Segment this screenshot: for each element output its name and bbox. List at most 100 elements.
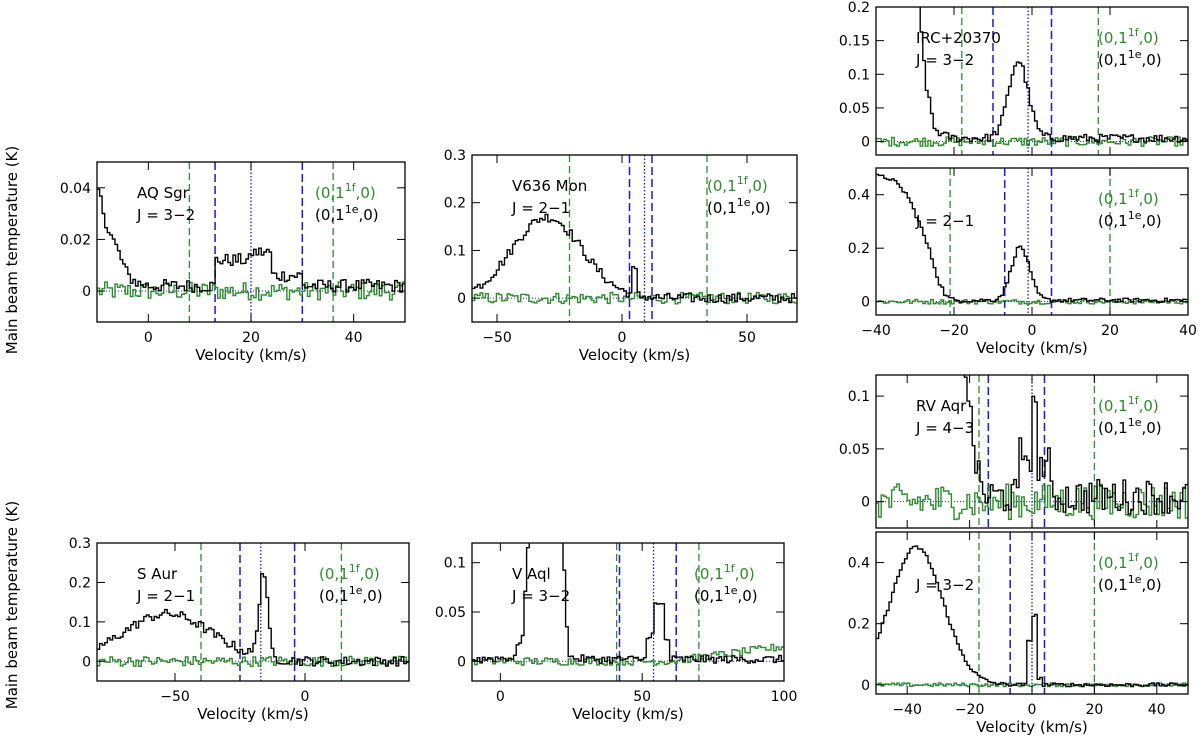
spectrum-black — [472, 213, 797, 304]
transition-label: J = 3−2 — [915, 576, 974, 594]
panel-rv-aqr-43: 0 0.05 0.1 RV Aqr J = 4−3 (0,11f,0)(0,11e,0) — [839, 374, 1189, 529]
star-name: IRC+20370 — [916, 29, 1001, 47]
star-name: RV Aqr — [916, 397, 967, 415]
y-tick-label: 0.1 — [69, 615, 91, 631]
x-tick-label: 0 — [301, 689, 310, 705]
x-tick-label: 0 — [618, 330, 627, 346]
x-tick-label: −20 — [955, 702, 985, 718]
spectra-rv-aqr-43 — [876, 375, 1188, 521]
panel-rv-aqr-32: −40 −20 0 20 40 0 0.2 0.4 Velocity (km/s) J = 3−2… — [848, 531, 1189, 736]
legend-gs: (0,11e,0) — [1098, 573, 1162, 594]
panel-v-aql: 0 50 100 0 0.05 0.1 Velocity (km/s) V Aql J = 3−… — [435, 542, 798, 723]
y-tick-label: 0.3 — [69, 536, 91, 552]
y-tick-label: 0.2 — [69, 575, 91, 591]
y-tick-label: 0.1 — [444, 556, 466, 572]
x-tick-label: 0 — [496, 689, 505, 705]
legend-gs: (0,11e,0) — [315, 203, 379, 224]
vlines-v-aql — [616, 543, 700, 681]
legend-vib: (0,11f,0) — [694, 562, 755, 583]
y-tick-label: 0.2 — [848, 617, 870, 633]
star-name: S Aur — [137, 565, 178, 583]
frame-s-aur — [96, 542, 410, 682]
legend-vib: (0,11f,0) — [1098, 26, 1159, 47]
y-tick-label: 0.2 — [848, 0, 870, 16]
y-tick-label: 0.15 — [839, 34, 870, 50]
y-axis-label-top: Main beam temperature (K) — [3, 146, 21, 355]
x-tick-label: 40 — [1179, 323, 1197, 339]
transition-label: J = 2−1 — [511, 199, 570, 217]
spectra-irc-32 — [876, 7, 1188, 147]
x-tick-label: 0 — [1028, 702, 1037, 718]
spectrum-black — [963, 375, 1188, 515]
y-tick-label: 0 — [861, 495, 870, 511]
vlines-rv-aqr-32 — [978, 532, 1096, 694]
star-name: V Aql — [512, 565, 551, 583]
y-tick-label: 0.1 — [848, 67, 870, 83]
transition-label: J = 2−1 — [136, 587, 195, 605]
x-tick-label: 40 — [345, 330, 363, 346]
panel-s-aur: −50 0 0 0.1 0.2 0.3 Velocity (km/s) S Aur J = 2−… — [69, 536, 410, 723]
y-tick-label: 0.2 — [444, 196, 466, 212]
spectrum-black — [472, 543, 784, 664]
y-tick-label: 0 — [861, 295, 870, 311]
frame-v636-mon — [471, 154, 798, 323]
y-tick-label: 0 — [861, 678, 870, 694]
legend-vib: (0,11f,0) — [319, 562, 380, 583]
y-tick-label: 0.04 — [60, 181, 91, 197]
legend-gs: (0,11e,0) — [707, 196, 771, 217]
x-tick-label: −50 — [482, 330, 512, 346]
x-axis-label: Velocity (km/s) — [195, 346, 306, 364]
x-axis-label: Velocity (km/s) — [976, 339, 1087, 357]
y-tick-label: 0.3 — [444, 148, 466, 164]
legend-vib: (0,11f,0) — [315, 181, 376, 202]
y-tick-label: 0.02 — [60, 232, 91, 248]
spectrum-green — [876, 136, 1188, 147]
transition-label: J = 2−1 — [915, 212, 974, 230]
spectra-v636-mon — [472, 213, 797, 305]
spectrum-green — [97, 655, 409, 668]
y-tick-label: 0.05 — [435, 605, 466, 621]
spectrum-green — [472, 643, 784, 666]
transition-label: J = 3−2 — [136, 206, 195, 224]
spectrum-black — [97, 188, 405, 293]
legend-vib: (0,11f,0) — [1098, 187, 1159, 208]
panel-aq-sgr: 0 20 40 0 0.02 0.04 Velocity (km/s) AQ Sgr J = 3… — [60, 161, 406, 364]
y-axis-label-bottom: Main beam temperature (K) — [3, 501, 21, 710]
legend-gs: (0,11e,0) — [1098, 48, 1162, 69]
transition-label: J = 3−2 — [915, 51, 974, 69]
spectrum-black — [97, 573, 409, 667]
spectrum-green — [876, 298, 1188, 305]
y-tick-label: 0.1 — [848, 389, 870, 405]
x-axis-label: Velocity (km/s) — [579, 346, 690, 364]
x-axis-label: Velocity (km/s) — [572, 705, 683, 723]
spectra-v-aql — [472, 543, 784, 666]
legend-vib: (0,11f,0) — [1098, 551, 1159, 572]
star-name: AQ Sgr — [137, 184, 190, 202]
panel-irc-21: −40 −20 0 20 40 0 0.2 0.4 Velocity (km/s) J = 2−1… — [848, 167, 1197, 357]
spectra-s-aur — [97, 573, 409, 668]
panels: 0 20 40 0 0.02 0.04 Velocity (km/s) AQ Sgr J = 3… — [60, 0, 1197, 736]
legend-gs: (0,11e,0) — [694, 584, 758, 605]
transition-label: J = 3−2 — [511, 587, 570, 605]
x-tick-label: 20 — [1085, 702, 1103, 718]
legend-vib: (0,11f,0) — [707, 174, 768, 195]
x-axis-label: Velocity (km/s) — [976, 718, 1087, 736]
y-tick-label: 0.05 — [839, 101, 870, 117]
x-tick-label: 50 — [633, 689, 651, 705]
panel-irc-32: 0 0.05 0.1 0.15 0.2 IRC+20370 J = 3−2 (0,11f,0)… — [839, 0, 1189, 156]
x-tick-label: 50 — [738, 330, 756, 346]
spectrum-green — [97, 281, 405, 301]
x-axis-label: Velocity (km/s) — [197, 705, 308, 723]
x-tick-label: 100 — [771, 689, 798, 705]
spectrum-black — [919, 7, 1188, 143]
spectrum-green — [876, 483, 1188, 521]
spectra-aq-sgr — [97, 188, 405, 301]
y-tick-label: 0.4 — [848, 556, 870, 572]
y-tick-label: 0.2 — [848, 241, 870, 257]
y-tick-label: 0 — [82, 284, 91, 300]
y-tick-label: 0.4 — [848, 188, 870, 204]
x-tick-label: −40 — [892, 702, 922, 718]
x-tick-label: 0 — [1028, 323, 1037, 339]
